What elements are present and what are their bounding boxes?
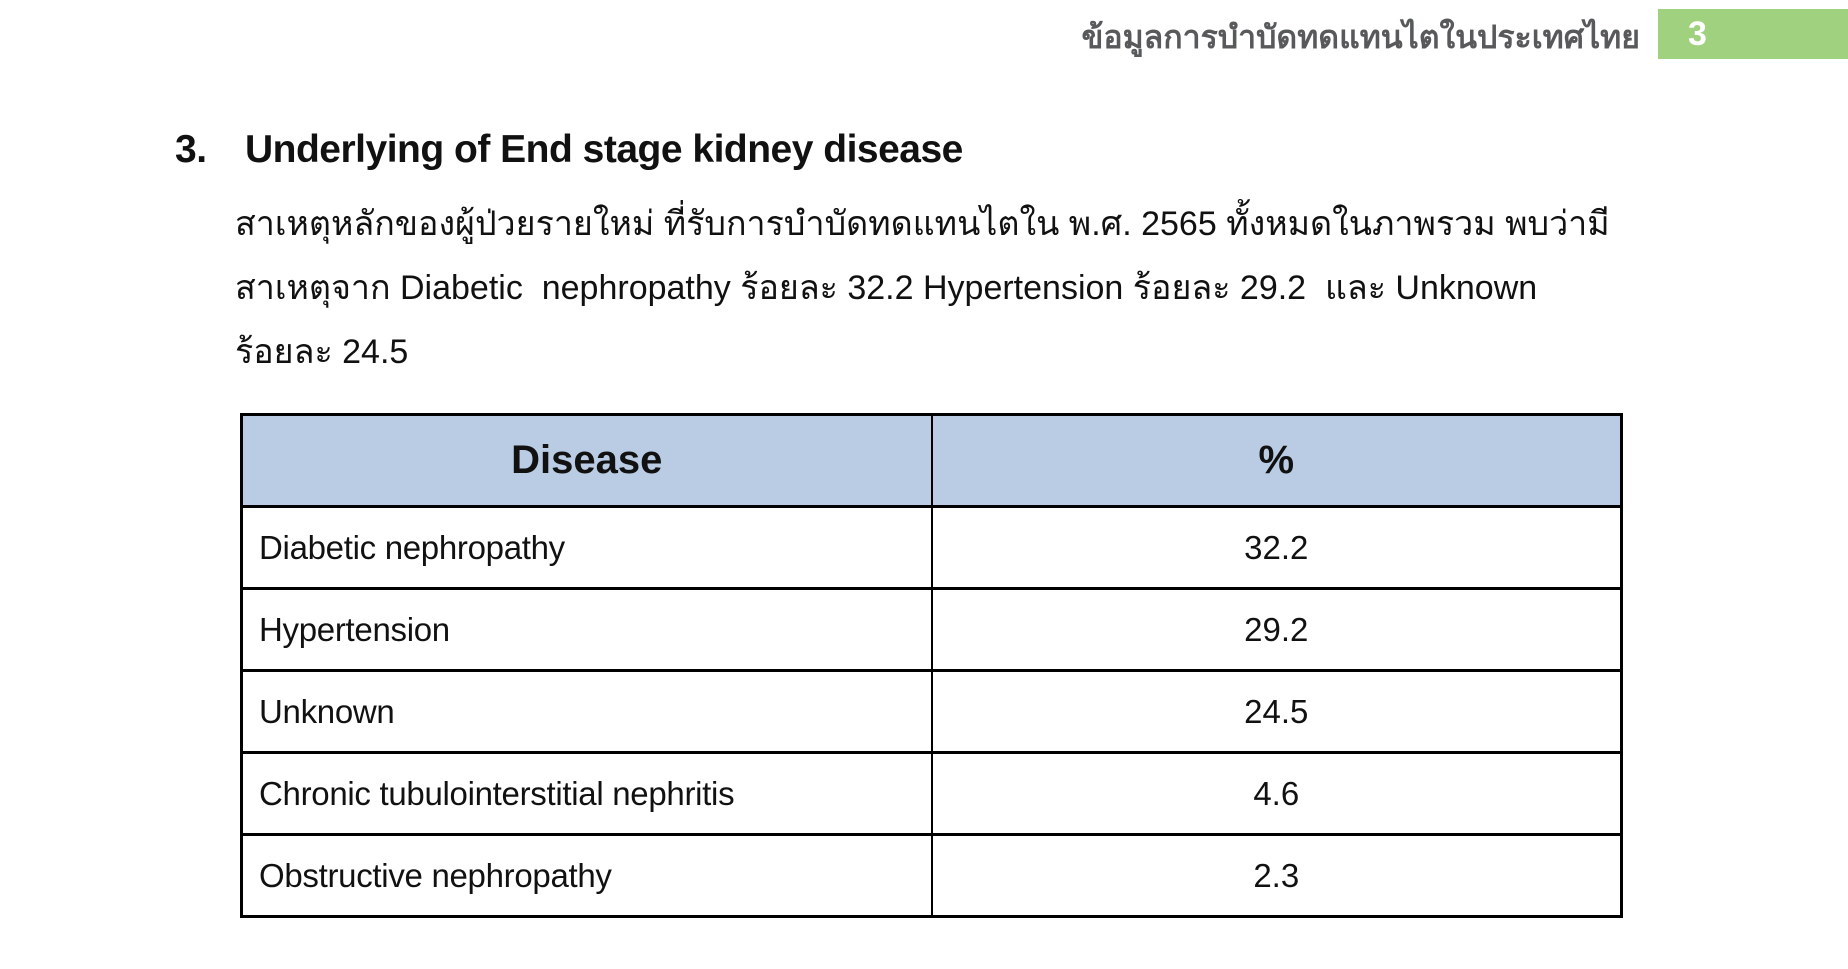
disease-cell: Chronic tubulointerstitial nephritis bbox=[240, 751, 933, 836]
disease-table: Disease % Diabetic nephropathy 32.2 Hype… bbox=[240, 413, 1623, 918]
percent-cell: 2.3 bbox=[930, 833, 1623, 918]
table-header-disease: Disease bbox=[240, 413, 933, 508]
table-header-percent: % bbox=[930, 413, 1623, 508]
paragraph-line: สาเหตุหลักของผู้ป่วยรายใหม่ ที่รับการบำบ… bbox=[235, 205, 1610, 243]
section-heading-text: Underlying of End stage kidney disease bbox=[245, 128, 963, 171]
page-number-badge: 3 bbox=[1658, 9, 1848, 59]
disease-cell: Unknown bbox=[240, 669, 933, 754]
disease-cell: Obstructive nephropathy bbox=[240, 833, 933, 918]
percent-cell: 4.6 bbox=[930, 751, 1623, 836]
body-paragraph: สาเหตุหลักของผู้ป่วยรายใหม่ ที่รับการบำบ… bbox=[235, 192, 1745, 384]
page-number: 3 bbox=[1688, 14, 1707, 53]
paragraph-line: ร้อยละ 24.5 bbox=[235, 333, 409, 371]
percent-cell: 24.5 bbox=[930, 669, 1623, 754]
table-row: Diabetic nephropathy 32.2 bbox=[240, 505, 1623, 590]
paragraph-line: สาเหตุจาก Diabetic nephropathy ร้อยละ 32… bbox=[235, 269, 1538, 307]
disease-cell: Diabetic nephropathy bbox=[240, 505, 933, 590]
document-header-title: ข้อมูลการบำบัดทดแทนไตในประเทศไทย bbox=[1081, 19, 1640, 55]
percent-cell: 32.2 bbox=[930, 505, 1623, 590]
disease-cell: Hypertension bbox=[240, 587, 933, 672]
section-heading: 3. Underlying of End stage kidney diseas… bbox=[175, 128, 963, 172]
percent-cell: 29.2 bbox=[930, 587, 1623, 672]
table-header-row: Disease % bbox=[240, 413, 1623, 508]
section-number: 3. bbox=[175, 128, 207, 171]
table-row: Chronic tubulointerstitial nephritis 4.6 bbox=[240, 751, 1623, 836]
table-row: Obstructive nephropathy 2.3 bbox=[240, 833, 1623, 918]
table-row: Unknown 24.5 bbox=[240, 669, 1623, 754]
table-row: Hypertension 29.2 bbox=[240, 587, 1623, 672]
